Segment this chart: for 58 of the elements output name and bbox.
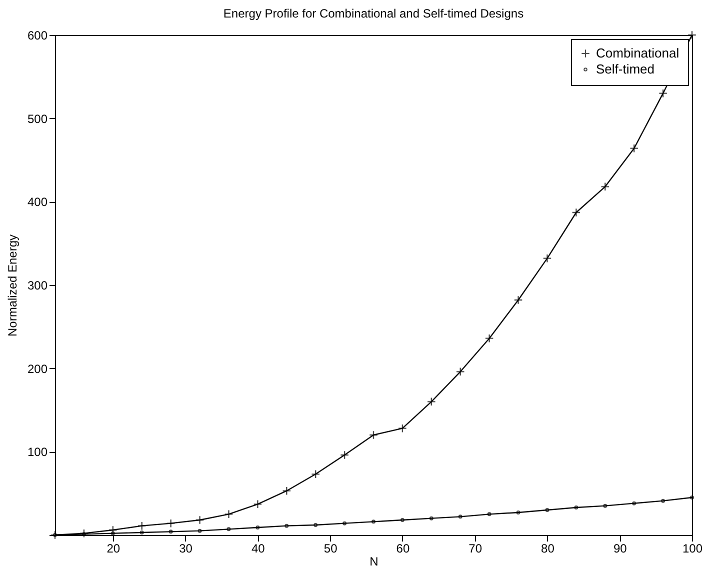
point	[342, 521, 347, 526]
y-tick-label: 500	[27, 112, 48, 126]
legend-label: Self-timed	[596, 62, 655, 76]
x-tick-label: 20	[106, 542, 120, 556]
point	[166, 518, 176, 528]
point	[600, 182, 610, 192]
chart-title: Energy Profile for Combinational and Self-timed Designs	[223, 6, 524, 21]
point	[369, 430, 378, 440]
x-tick-label: 60	[396, 542, 410, 556]
point	[661, 498, 666, 503]
point	[253, 500, 262, 509]
y-tick-label: 300	[27, 278, 48, 292]
x-axis-title: N	[370, 554, 378, 568]
x-tick-label: 50	[324, 542, 338, 556]
point	[282, 486, 292, 496]
x-tick-label: 40	[252, 542, 266, 556]
point	[371, 520, 376, 524]
point	[484, 334, 494, 343]
y-tick-label: 400	[27, 195, 48, 210]
point	[572, 208, 581, 217]
point	[574, 505, 578, 510]
point	[224, 510, 234, 519]
y-tick-label: 100	[27, 445, 48, 460]
point	[487, 512, 492, 516]
point	[688, 30, 696, 40]
y-tick-label: 200	[27, 362, 48, 376]
point	[398, 424, 407, 433]
x-tick-label: 70	[468, 542, 482, 556]
point	[632, 501, 636, 506]
y-axis-title: Normalized Energy	[5, 234, 20, 337]
point	[340, 450, 350, 460]
point	[137, 521, 146, 530]
point	[542, 254, 552, 263]
point	[256, 525, 260, 530]
point	[429, 516, 434, 520]
point	[314, 522, 318, 528]
x-tick-label: 90	[613, 542, 628, 556]
point	[226, 527, 231, 532]
point	[198, 528, 202, 533]
point	[545, 508, 550, 512]
point	[603, 504, 608, 508]
point	[284, 524, 289, 528]
point	[630, 144, 639, 153]
point	[456, 367, 465, 376]
point	[168, 530, 173, 534]
point	[516, 510, 520, 515]
point	[400, 518, 404, 522]
legend-label: Combinational	[596, 46, 680, 60]
x-tick-label: 100	[682, 542, 702, 556]
point	[195, 516, 204, 524]
point	[514, 296, 523, 304]
x-tick-label: 80	[541, 542, 555, 556]
point	[458, 514, 462, 519]
y-tick-label: 600	[27, 28, 48, 42]
point	[658, 88, 668, 98]
point	[426, 397, 436, 406]
point	[311, 470, 320, 479]
x-tick-label: 30	[179, 542, 193, 556]
